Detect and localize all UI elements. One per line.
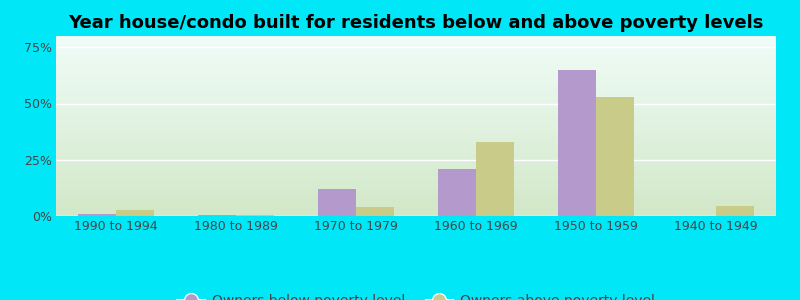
Bar <box>356 207 394 216</box>
Bar <box>318 189 356 216</box>
Bar <box>116 210 154 216</box>
Bar <box>198 215 236 216</box>
Bar <box>476 142 514 216</box>
Bar <box>438 169 476 216</box>
Bar <box>596 97 634 216</box>
Bar <box>236 215 274 216</box>
Bar <box>716 206 754 216</box>
Bar <box>558 70 596 216</box>
Title: Year house/condo built for residents below and above poverty levels: Year house/condo built for residents bel… <box>68 14 764 32</box>
Bar <box>78 214 116 216</box>
Legend: Owners below poverty level, Owners above poverty level: Owners below poverty level, Owners above… <box>171 288 661 300</box>
